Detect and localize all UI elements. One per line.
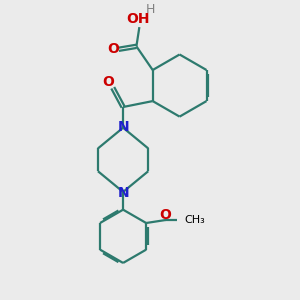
Text: O: O — [160, 208, 171, 222]
Text: CH₃: CH₃ — [184, 215, 206, 225]
Text: O: O — [102, 75, 114, 89]
Text: O: O — [107, 42, 119, 56]
Text: N: N — [118, 186, 130, 200]
Text: OH: OH — [126, 12, 150, 26]
Text: H: H — [146, 3, 155, 16]
Text: N: N — [118, 120, 130, 134]
